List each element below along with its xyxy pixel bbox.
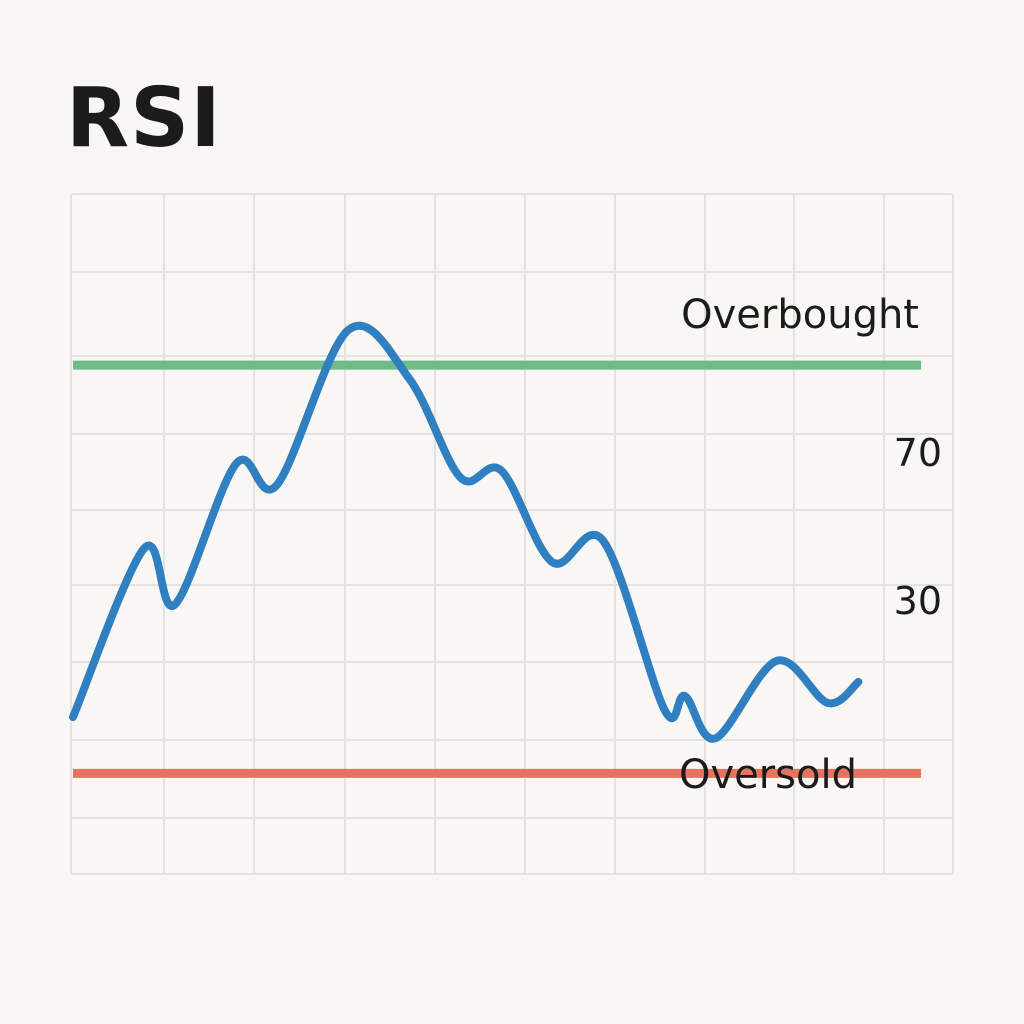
y-tick-label-70: 70 — [894, 431, 942, 475]
plot-frame — [70, 193, 954, 875]
rsi-series-line — [69, 321, 863, 743]
overbought-label: Overbought — [681, 292, 919, 338]
chart-title: RSI — [66, 71, 222, 166]
y-tick-label-30: 30 — [894, 579, 942, 623]
chart-grid — [71, 194, 953, 874]
series-group — [69, 321, 863, 743]
reference-lines — [73, 360, 921, 778]
chart-labels: Overbought Oversold 70 30 — [679, 292, 942, 798]
oversold-label: Oversold — [679, 752, 857, 798]
